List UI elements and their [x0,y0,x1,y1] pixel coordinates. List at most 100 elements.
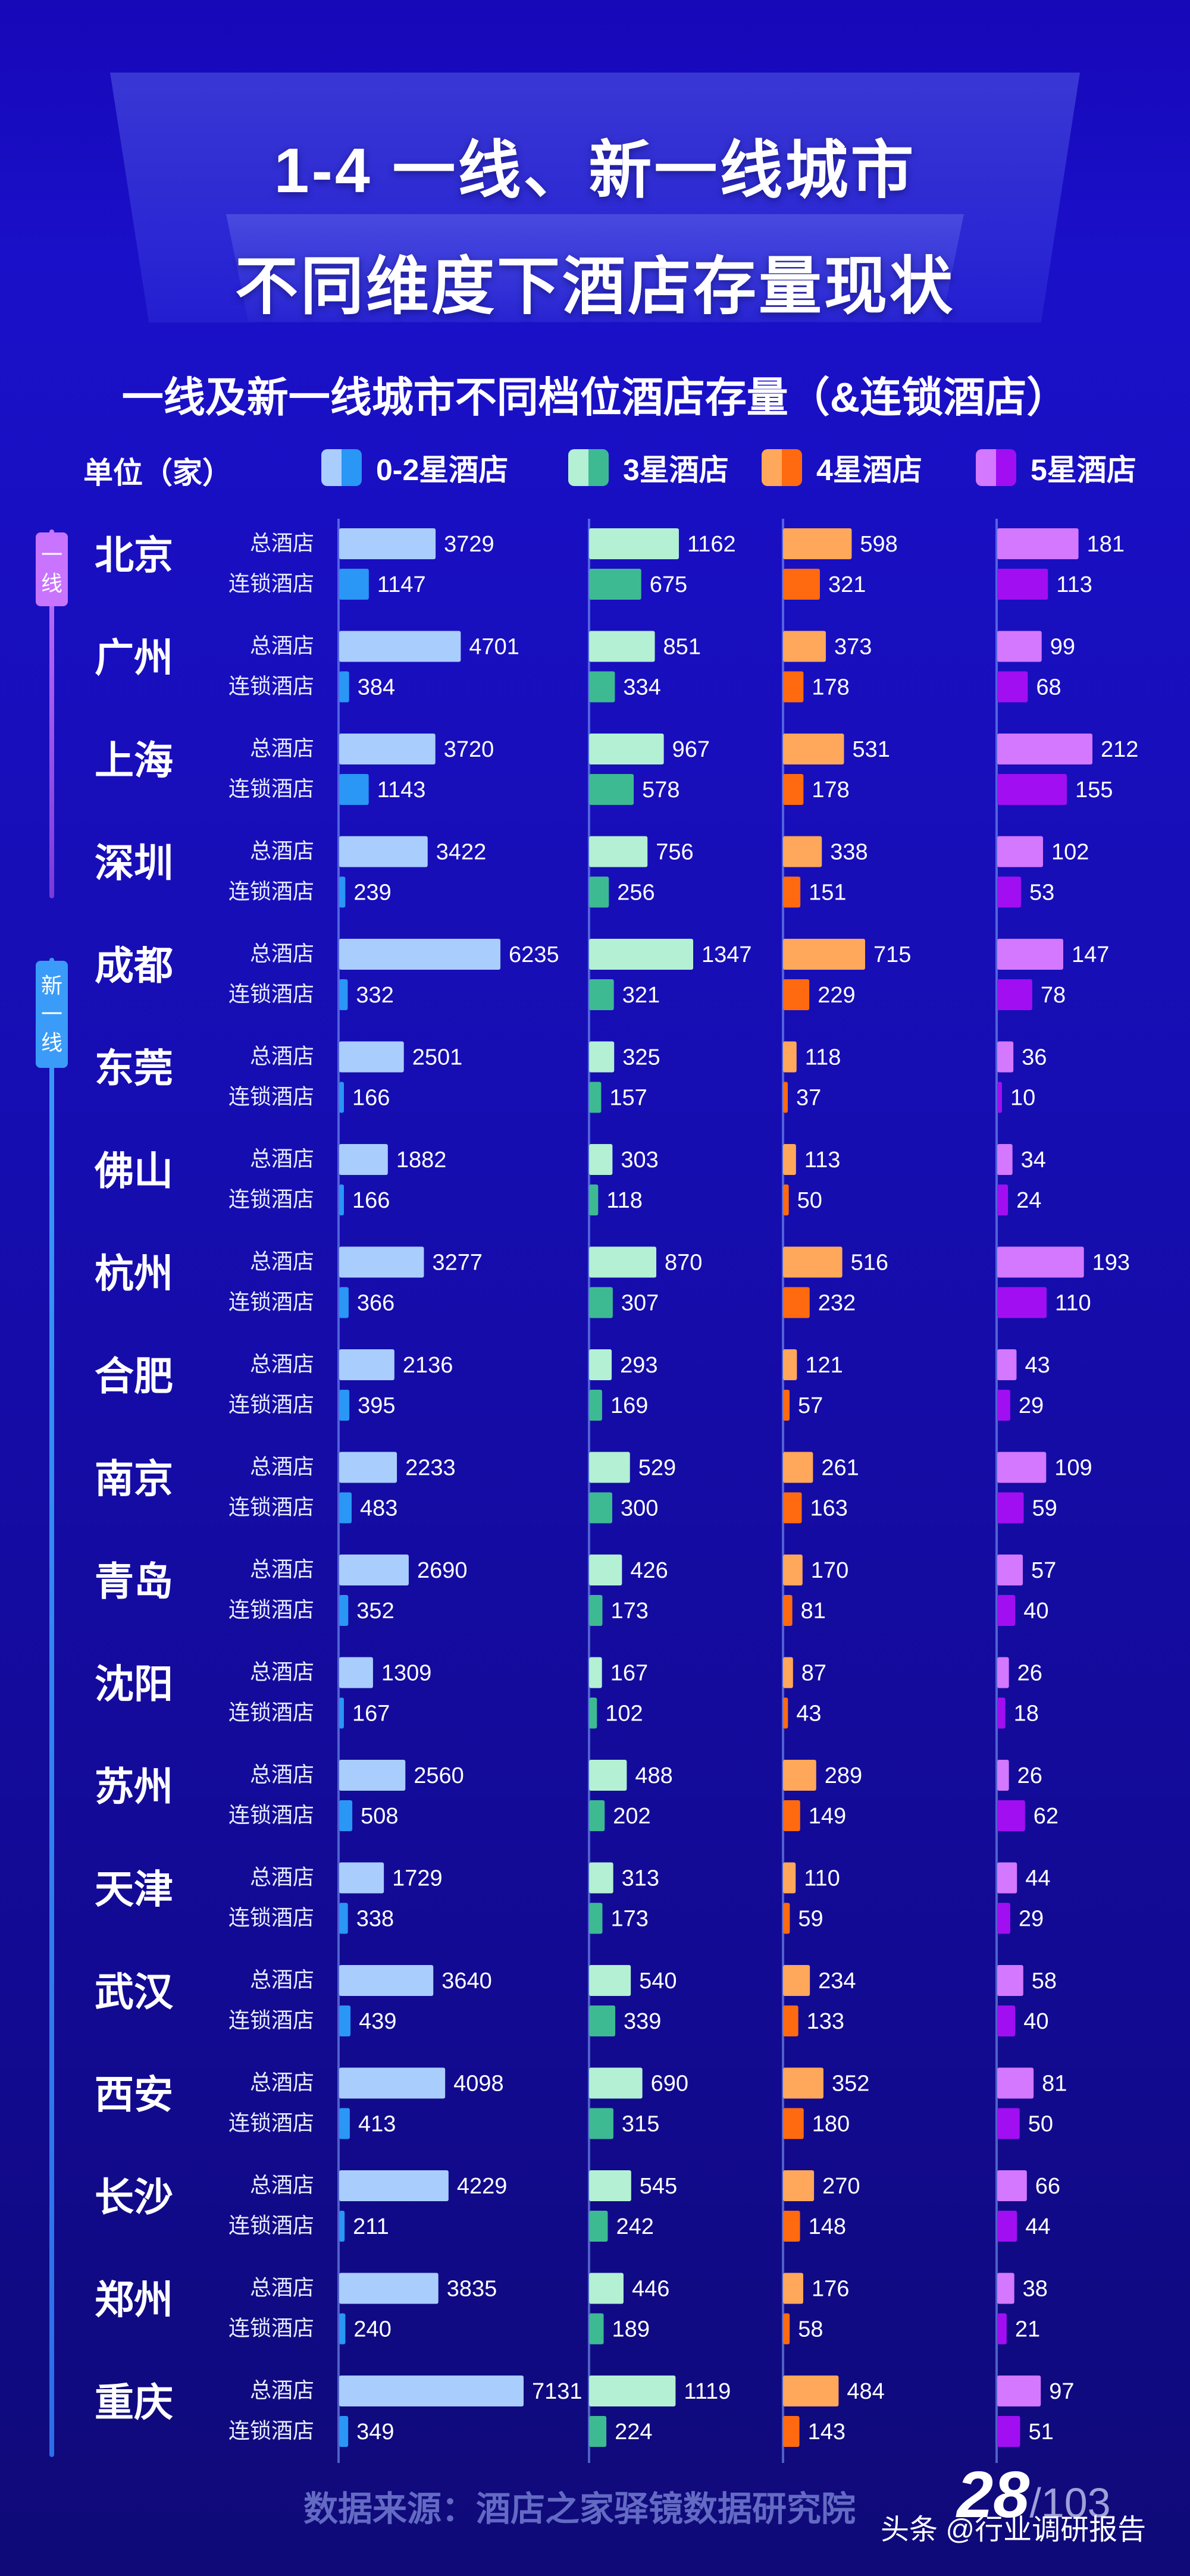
row-label-chain: 连锁酒店 [228,2008,314,2032]
bar-3-star-chain [589,774,634,805]
bar-5-star-chain [997,876,1021,908]
bar-3-star-chain [589,1903,603,1934]
bar-3-star-total [589,2376,676,2406]
bar-5-star-total [997,1452,1047,1483]
bar-5-star-chain [997,1287,1047,1318]
data-label-5-star-chain: 68 [1036,675,1061,700]
city-label: 武汉 [95,1970,174,2014]
bar-5-star-chain [997,1800,1025,1831]
data-label-0-2-star-total: 2501 [412,1045,463,1070]
data-label-3-star-chain: 256 [617,880,654,905]
row-label-total: 总酒店 [250,1455,314,1479]
bar-0-2-star-chain [339,2005,351,2036]
row-label-chain: 连锁酒店 [228,1906,314,1930]
bar-3-star-total [589,1862,613,1894]
row-label-total: 总酒店 [250,1865,314,1889]
data-label-0-2-star-chain: 240 [353,2317,391,2342]
data-label-0-2-star-chain: 332 [356,983,393,1008]
data-label-4-star-chain: 178 [812,675,849,700]
data-label-5-star-total: 58 [1032,1969,1057,1994]
bar-5-star-chain [997,2313,1007,2345]
bar-0-2-star-total [339,631,461,662]
bar-5-star-chain [997,1390,1010,1421]
data-label-3-star-total: 1162 [687,532,736,557]
bar-4-star-total [783,2376,839,2406]
bar-5-star-chain [997,1492,1024,1524]
bar-5-star-chain [997,2005,1016,2036]
bar-4-star-chain [783,1082,788,1113]
data-label-3-star-chain: 189 [612,2317,650,2342]
bar-4-star-chain [783,1287,810,1318]
bar-4-star-chain [783,1595,793,1626]
row-label-chain: 连锁酒店 [228,2316,314,2340]
bar-0-2-star-chain [339,876,346,908]
data-label-4-star-chain: 151 [809,880,846,905]
bar-5-star-chain [997,1595,1016,1626]
row-label-chain: 连锁酒店 [228,776,314,801]
bar-4-star-total [783,1657,793,1688]
data-label-4-star-chain: 148 [809,2214,846,2239]
data-label-4-star-total: 118 [805,1045,841,1070]
data-label-5-star-chain: 53 [1029,880,1054,905]
bar-4-star-chain [783,876,801,908]
row-label-chain: 连锁酒店 [228,982,314,1006]
bar-0-2-star-chain [339,569,369,600]
data-label-3-star-total: 446 [632,2277,669,2302]
data-label-0-2-star-chain: 166 [352,1086,390,1111]
bar-0-2-star-total [339,1760,406,1791]
data-label-4-star-total: 352 [832,2072,869,2096]
data-label-3-star-chain: 173 [610,1599,648,1624]
row-label-total: 总酒店 [250,2378,314,2402]
data-label-5-star-total: 38 [1023,2277,1048,2302]
bar-4-star-chain [783,2211,800,2242]
data-label-4-star-chain: 149 [809,1804,846,1829]
row-label-total: 总酒店 [250,531,314,555]
data-label-0-2-star-total: 2233 [405,1456,456,1481]
data-label-4-star-chain: 81 [801,1599,826,1624]
title-banner [110,73,1080,322]
data-label-0-2-star-chain: 384 [358,675,395,700]
city-label: 佛山 [94,1149,173,1193]
bar-3-star-chain [589,2416,607,2447]
data-label-0-2-star-chain: 1143 [377,778,426,803]
data-label-5-star-total: 26 [1017,1661,1042,1686]
data-label-0-2-star-chain: 167 [352,1701,390,1726]
row-label-total: 总酒店 [250,1044,314,1068]
tier-line-first-tier [49,529,54,898]
bar-5-star-total [997,1862,1017,1894]
bar-0-2-star-total [339,2273,439,2304]
bar-3-star-total [589,939,693,970]
data-label-4-star-total: 715 [873,942,911,967]
bar-5-star-total [997,2376,1041,2406]
row-label-chain: 连锁酒店 [228,1700,314,1725]
data-label-5-star-chain: 44 [1025,2214,1050,2239]
data-label-5-star-total: 57 [1031,1558,1056,1583]
bar-4-star-chain [783,1903,790,1934]
bar-5-star-chain [997,2416,1020,2447]
bar-0-2-star-chain [339,1903,348,1934]
data-label-3-star-total: 756 [656,840,693,865]
bar-0-2-star-total [339,2067,446,2099]
data-label-0-2-star-chain: 349 [356,2420,394,2445]
data-label-0-2-star-total: 3640 [441,1969,492,1994]
row-label-chain: 连锁酒店 [228,1290,314,1314]
bar-3-star-chain [589,1390,602,1421]
row-label-chain: 连锁酒店 [228,2111,314,2135]
city-label: 合肥 [95,1354,173,1398]
row-label-total: 总酒店 [250,1660,314,1684]
bar-3-star-total [589,734,664,764]
row-label-total: 总酒店 [250,2173,314,2197]
city-label: 东莞 [95,1046,173,1090]
data-label-5-star-chain: 50 [1028,2112,1053,2137]
bar-0-2-star-total [339,836,428,867]
data-label-0-2-star-chain: 413 [358,2112,396,2137]
data-label-4-star-total: 270 [822,2174,860,2199]
bar-3-star-total [589,1041,615,1073]
data-label-0-2-star-total: 1309 [381,1661,432,1686]
row-label-chain: 连锁酒店 [228,674,314,698]
tier-tag-first-tier: 一线 [36,532,68,606]
data-label-5-star-chain: 24 [1016,1188,1041,1213]
bar-5-star-total [997,1555,1023,1585]
watermark: 头条 @行业调研报告 [881,2514,1147,2546]
data-label-5-star-total: 212 [1101,737,1138,762]
